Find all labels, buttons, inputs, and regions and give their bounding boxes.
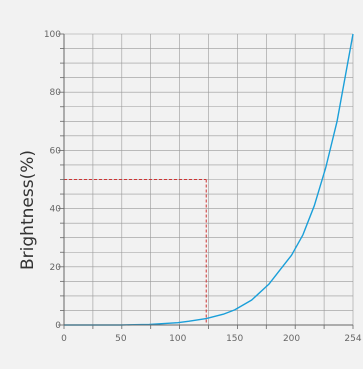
x-tick-label: 0 — [61, 334, 67, 344]
y-tick-label: 60 — [50, 146, 62, 156]
x-tick-label: 50 — [115, 334, 127, 344]
y-tick-label: 100 — [44, 30, 61, 40]
grid — [63, 33, 354, 326]
minor-ticks — [58, 33, 354, 329]
y-axis-title: Brightness(%) — [18, 150, 38, 270]
y-tick-label: 20 — [50, 263, 62, 273]
y-tick-label: 80 — [50, 88, 62, 98]
reference-lines — [64, 179, 207, 325]
tick-labels: 0 50 100 150 200 254 0 20 40 60 80 100 — [44, 30, 362, 344]
x-tick-label: 100 — [169, 334, 186, 344]
x-tick-label: 150 — [226, 334, 243, 344]
axes — [63, 34, 353, 326]
y-tick-label: 0 — [55, 321, 61, 331]
y-tick-label: 40 — [50, 205, 62, 215]
x-tick-label: 200 — [283, 334, 300, 344]
x-tick-label: 254 — [344, 334, 361, 344]
